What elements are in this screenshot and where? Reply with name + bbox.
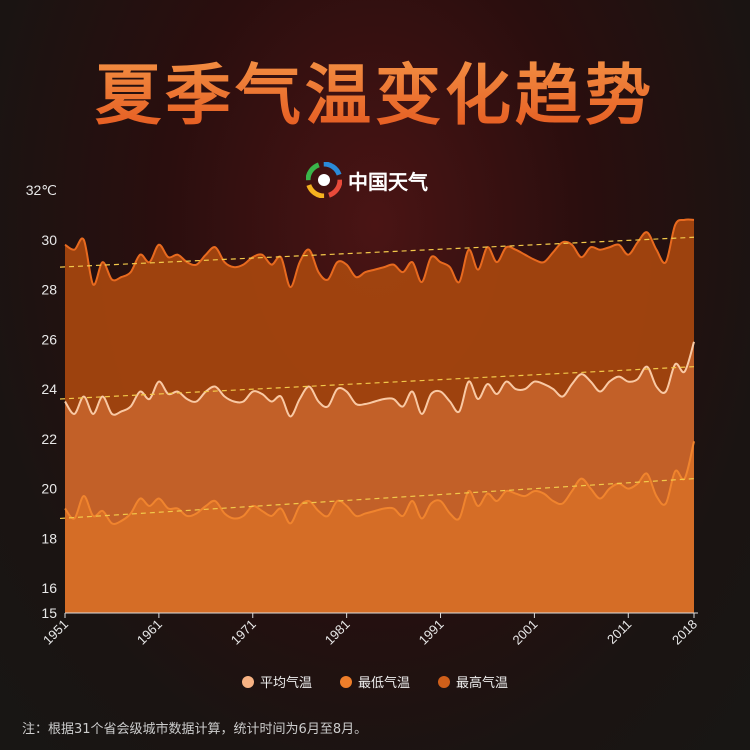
x-tick-label: 2018 xyxy=(669,617,700,648)
legend-label-avg: 平均气温 xyxy=(259,676,312,691)
x-tick-label: 2001 xyxy=(509,617,540,648)
x-tick-label: 1981 xyxy=(322,617,353,648)
y-tick-label: 20 xyxy=(41,481,57,497)
legend-dot-max xyxy=(438,675,450,688)
y-tick-label: 15 xyxy=(41,605,57,621)
y-tick-label: 30 xyxy=(41,232,57,248)
logo: 中国天气 xyxy=(306,162,428,198)
trend-line-avg xyxy=(59,366,695,400)
legend-label-max: 最高气温 xyxy=(456,676,509,691)
china-weather-swirl-logo-icon xyxy=(306,162,342,198)
legend-item-min[interactable]: 最低气温 xyxy=(339,672,410,691)
legend-dot-min xyxy=(339,675,352,688)
legend: 平均气温 最低气温 最高气温 xyxy=(0,672,750,691)
y-tick-label: 32℃ xyxy=(26,182,57,198)
line-max xyxy=(64,218,695,289)
y-tick-label: 22 xyxy=(41,431,57,447)
line-avg xyxy=(64,341,695,418)
logo-text: 中国天气 xyxy=(348,169,428,194)
y-tick-label: 28 xyxy=(41,282,57,298)
x-tick-label: 1951 xyxy=(40,617,71,648)
footnote: 注：根据31个省会级城市数据计算，统计时间为6月至8月。 xyxy=(22,722,368,737)
legend-dot-avg xyxy=(241,675,254,688)
x-tick-label: 1961 xyxy=(134,617,165,648)
y-tick-label: 18 xyxy=(41,530,57,546)
chart-title: 夏季气温变化趋势 xyxy=(0,42,750,138)
line-min xyxy=(64,441,695,525)
trend-line-max xyxy=(59,236,695,268)
x-tick-label: 2011 xyxy=(604,617,634,647)
legend-label-min: 最低气温 xyxy=(357,676,410,691)
x-tick-label: 1991 xyxy=(416,617,447,648)
legend-item-max[interactable]: 最高气温 xyxy=(438,672,508,691)
y-tick-label: 26 xyxy=(41,331,57,347)
area-min xyxy=(65,441,694,613)
x-tick-label: 1971 xyxy=(228,617,259,648)
trend-line-min xyxy=(59,478,695,520)
legend-item-avg[interactable]: 平均气温 xyxy=(241,672,312,691)
y-tick-label: 24 xyxy=(41,381,57,397)
y-tick-label: 16 xyxy=(41,580,57,596)
